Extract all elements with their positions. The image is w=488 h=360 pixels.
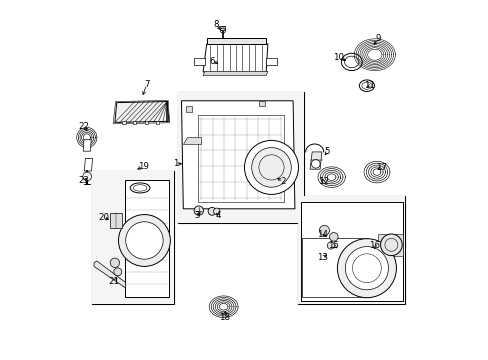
Text: 13: 13 [317,253,328,262]
Text: 3: 3 [194,211,199,220]
Text: 8: 8 [213,20,219,29]
Text: 1: 1 [172,159,178,168]
Text: 7: 7 [143,80,149,89]
Circle shape [125,222,163,259]
Text: 5: 5 [324,148,329,157]
Bar [91,171,174,304]
Polygon shape [258,101,265,106]
Text: 16: 16 [368,241,380,250]
Bar [178,92,303,223]
Text: 20: 20 [98,213,109,222]
Text: 18: 18 [219,313,230,322]
Text: 6: 6 [209,57,214,66]
Polygon shape [83,140,91,151]
Circle shape [311,159,320,168]
Bar [297,196,404,304]
Polygon shape [203,71,267,76]
Circle shape [110,258,120,267]
Polygon shape [220,26,225,30]
Ellipse shape [359,80,374,91]
Circle shape [114,268,122,276]
Text: 14: 14 [317,230,328,239]
Bar [91,171,174,304]
Bar [144,121,148,124]
Circle shape [345,247,387,290]
Circle shape [319,225,329,235]
Text: 17: 17 [375,163,386,172]
Text: 2: 2 [280,177,285,186]
Bar [133,121,136,124]
Bar [155,121,159,124]
Polygon shape [186,106,192,112]
Bar [178,92,303,223]
Circle shape [82,172,91,181]
Circle shape [194,206,203,215]
Circle shape [244,140,298,194]
Polygon shape [115,102,168,122]
Text: 10: 10 [333,53,344,62]
Circle shape [326,242,334,249]
Polygon shape [94,261,125,288]
Circle shape [208,207,216,215]
Circle shape [118,215,170,266]
Text: 15: 15 [327,241,339,250]
Text: 22: 22 [79,122,90,131]
Text: 19: 19 [137,162,148,171]
Polygon shape [203,44,267,72]
Circle shape [213,208,220,215]
Text: 12: 12 [318,177,328,186]
Polygon shape [194,58,204,65]
Bar [297,196,404,304]
Polygon shape [301,202,402,301]
Polygon shape [181,101,294,209]
Ellipse shape [130,183,150,193]
Polygon shape [302,238,366,297]
Text: 21: 21 [108,277,120,286]
Polygon shape [125,180,168,297]
Ellipse shape [341,53,362,71]
Text: 23: 23 [79,176,90,185]
Polygon shape [110,213,122,228]
Polygon shape [206,38,265,44]
Bar [122,121,125,124]
Text: 9: 9 [374,35,380,44]
Circle shape [251,148,291,187]
Polygon shape [309,152,321,169]
Text: 11: 11 [364,81,374,90]
Circle shape [337,239,396,298]
Polygon shape [84,158,92,171]
Polygon shape [265,58,276,65]
Text: 4: 4 [215,211,221,220]
Circle shape [329,233,337,241]
Polygon shape [377,234,402,256]
Circle shape [380,234,401,256]
Polygon shape [183,137,201,144]
